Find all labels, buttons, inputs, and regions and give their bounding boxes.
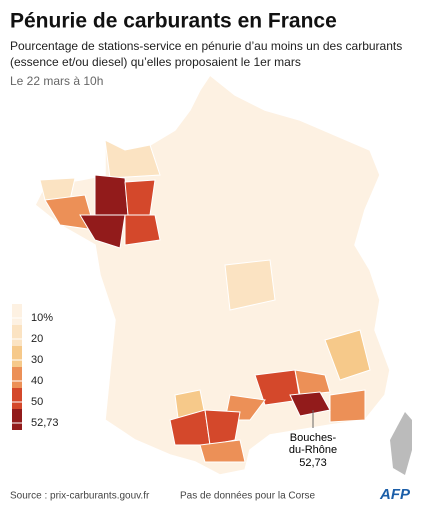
note: Pas de données pour la Corse [180, 491, 316, 502]
legend: 10% 20 30 40 50 52,73 [12, 304, 59, 430]
legend-label: 52,73 [31, 417, 59, 429]
legend-label: 20 [31, 333, 43, 345]
subtitle: Pourcentage de stations-service en pénur… [10, 39, 402, 53]
region [224, 259, 276, 311]
annotation-label: Bouches- [290, 432, 337, 444]
annotation-label: du-Rhône [289, 444, 337, 456]
legend-label: 10% [31, 312, 53, 324]
region [94, 174, 129, 216]
map: Bouches- du-Rhône 52,73 [34, 73, 412, 476]
region [124, 214, 161, 246]
date: Le 22 mars à 10h [10, 74, 103, 88]
legend-swatch [12, 346, 22, 367]
legend-label: 50 [31, 396, 43, 408]
title: Pénurie de carburants en France [10, 10, 337, 33]
region [199, 439, 246, 463]
region [124, 179, 156, 216]
annotation-value: 52,73 [299, 457, 327, 469]
logo: AFP [379, 486, 411, 503]
legend-swatch [12, 388, 22, 409]
legend-label: 30 [31, 354, 43, 366]
region [204, 409, 241, 446]
region [104, 139, 161, 179]
subtitle: (essence et/ou diesel) qu’elles proposai… [10, 55, 301, 69]
region [324, 329, 371, 381]
region [294, 369, 331, 396]
region [329, 389, 366, 423]
legend-swatch [12, 325, 22, 346]
legend-swatch [12, 367, 22, 388]
corsica [390, 412, 412, 475]
legend-swatch [12, 409, 22, 430]
legend-swatch [12, 304, 22, 325]
source: Source : prix-carburants.gouv.fr [10, 491, 150, 502]
region [79, 214, 126, 249]
bouches-du-rhone [289, 391, 331, 417]
legend-label: 40 [31, 375, 43, 387]
